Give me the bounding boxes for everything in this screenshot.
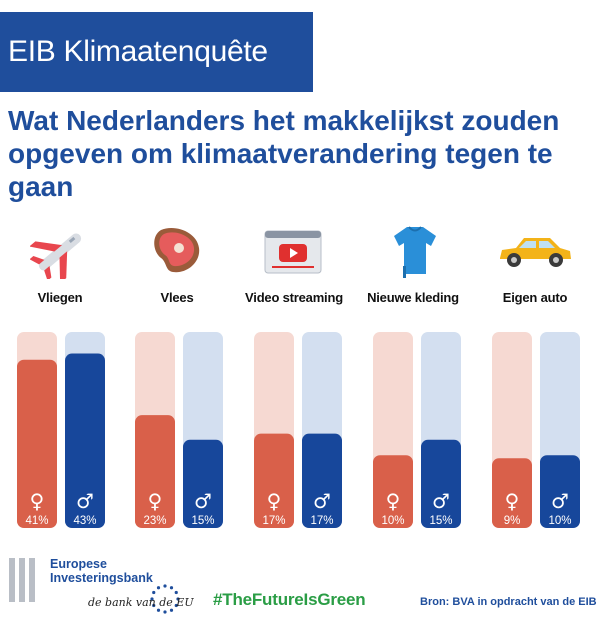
eu-star [174, 590, 178, 595]
bar-male-vliegen [65, 353, 105, 528]
gender-symbol-female-nieuwe-kleding: ♀ [386, 489, 401, 513]
header-bar: EIB Klimaatenquête [0, 12, 313, 92]
header-title: EIB Klimaatenquête [8, 35, 268, 68]
eib-logo-icon [9, 558, 35, 602]
bar-female-video-streaming [254, 433, 294, 528]
eu-star [152, 603, 156, 608]
category-label-eigen-auto: Eigen auto [502, 290, 568, 305]
gender-symbol-male-vliegen: ♂ [76, 489, 94, 513]
gender-symbol-male-nieuwe-kleding: ♂ [432, 489, 450, 513]
bar-female-vlees [135, 415, 175, 528]
category-label-nieuwe-kleding: Nieuwe kleding [367, 290, 459, 305]
tshirt-icon [394, 226, 436, 278]
source-note: Bron: BVA in opdracht van de EIB [420, 596, 597, 608]
logo-line-2: Investeringsbank [50, 571, 153, 585]
eu-star [156, 608, 161, 612]
eu-star [163, 584, 167, 588]
gender-symbol-male-vlees: ♂ [194, 489, 212, 513]
airplane-icon [30, 233, 82, 279]
logo-line-1: Europese [50, 557, 107, 571]
gender-symbol-female-eigen-auto: ♀ [505, 489, 520, 513]
bar-label-male-eigen-auto: 10% [548, 515, 571, 527]
bar-female-nieuwe-kleding [373, 455, 413, 528]
bar-label-female-nieuwe-kleding: 10% [381, 515, 404, 527]
eu-star [174, 603, 178, 608]
eu-star [169, 586, 174, 590]
bar-female-vliegen [17, 359, 57, 528]
bar-male-eigen-auto [540, 455, 580, 528]
eu-star [156, 586, 161, 590]
category-label-video-streaming: Video streaming [245, 290, 343, 305]
eu-star [163, 610, 167, 614]
hashtag: #TheFutureIsGreen [213, 590, 366, 609]
bar-label-male-vlees: 15% [191, 515, 214, 527]
eu-star [150, 597, 154, 601]
bar-label-female-eigen-auto: 9% [504, 515, 521, 527]
bar-chart: ♀ 41% ♂ 43% ♀ 23% ♂ 15% ♀ 17% ♂ 17% ♀ 10% ♂ 15% ♀ 9% ♂ 10% [17, 332, 580, 528]
bar-label-female-video-streaming: 17% [262, 515, 285, 527]
bar-male-nieuwe-kleding [421, 439, 461, 528]
steak-icon [154, 228, 200, 273]
bar-label-male-nieuwe-kleding: 15% [429, 515, 452, 527]
bar-label-female-vliegen: 41% [25, 515, 48, 527]
gender-symbol-male-eigen-auto: ♂ [551, 489, 569, 513]
gender-symbol-female-video-streaming: ♀ [267, 489, 282, 513]
eib-logo-text: Europese Investeringsbank [50, 557, 153, 585]
category-label-vliegen: Vliegen [37, 290, 83, 305]
bar-male-vlees [183, 439, 223, 528]
eu-star [169, 608, 174, 612]
logo-tagline: de bank van de EU [88, 596, 194, 609]
bar-label-male-vliegen: 43% [73, 515, 96, 527]
eu-stars-icon [150, 584, 180, 614]
gender-symbol-male-video-streaming: ♂ [313, 489, 331, 513]
bar-male-video-streaming [302, 433, 342, 528]
gender-symbol-female-vlees: ♀ [148, 489, 163, 513]
video-streaming-icon [264, 230, 322, 274]
headline: Wat Nederlanders het makkelijkst zouden … [8, 105, 560, 202]
car-icon [500, 238, 571, 267]
bar-label-female-vlees: 23% [143, 515, 166, 527]
bar-label-male-video-streaming: 17% [310, 515, 333, 527]
category-label-vlees: Vlees [160, 290, 194, 305]
gender-symbol-female-vliegen: ♀ [30, 489, 45, 513]
eu-star [152, 590, 156, 595]
eu-star [176, 597, 180, 601]
bar-female-eigen-auto [492, 458, 532, 528]
